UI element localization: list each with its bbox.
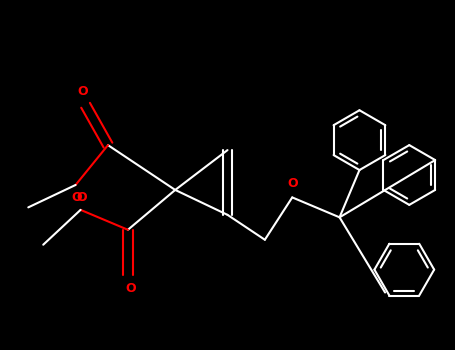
Text: O: O	[287, 177, 298, 190]
Text: O: O	[78, 85, 88, 98]
Text: O: O	[125, 282, 136, 295]
Text: O: O	[76, 191, 87, 204]
Text: O: O	[71, 191, 82, 204]
